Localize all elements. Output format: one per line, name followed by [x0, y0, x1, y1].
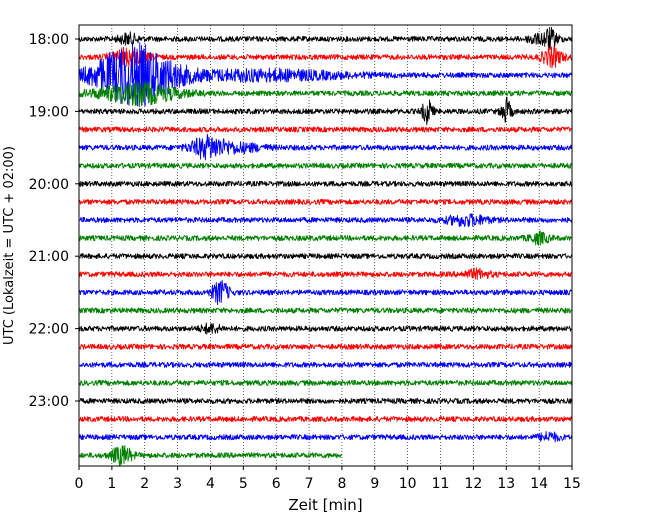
x-tick-label: 9	[370, 476, 379, 492]
x-tick-label: 8	[337, 476, 346, 492]
x-tick-label: 2	[140, 476, 149, 492]
x-tick-label: 11	[432, 476, 450, 492]
seismogram-trace	[78, 397, 573, 405]
seismogram-trace	[78, 180, 573, 187]
seismogram-trace	[78, 379, 573, 386]
seismogram-trace	[78, 162, 573, 169]
seismogram-trace	[78, 96, 573, 126]
y-axis-title: UTC (Lokalzeit = UTC + 02:00)	[2, 146, 17, 345]
x-tick-label: 10	[399, 476, 417, 492]
seismogram-trace	[78, 253, 573, 260]
seismogram-trace	[78, 126, 573, 133]
seismogram-trace	[78, 416, 573, 423]
x-tick-label: 15	[563, 476, 581, 492]
x-tick-label: 1	[107, 476, 116, 492]
seismogram-trace	[78, 213, 573, 228]
x-tick-label: 4	[206, 476, 215, 492]
seismogram-trace	[78, 430, 573, 443]
x-tick-label: 14	[530, 476, 548, 492]
seismogram-trace	[78, 80, 573, 107]
y-tick-label: 21:00	[29, 249, 69, 265]
seismogram-trace	[78, 307, 573, 314]
y-axis-ticks: 18:00 19:00 20:00 21:00 22:00 23:00	[29, 32, 79, 410]
y-tick-label: 18:00	[29, 32, 69, 48]
seismogram-trace	[78, 45, 573, 69]
seismogram-trace	[78, 322, 573, 335]
seismogram-trace	[78, 267, 572, 281]
y-tick-label: 22:00	[29, 322, 69, 338]
x-axis-title: Zeit [min]	[288, 496, 362, 514]
x-tick-label: 7	[305, 476, 314, 492]
x-tick-label: 12	[464, 476, 482, 492]
x-axis-ticks: 0 1 2 3 4 5 6 7 8 9 10 11 12 13 14 15	[75, 466, 581, 492]
seismogram-trace	[78, 445, 343, 467]
x-tick-label: 3	[173, 476, 182, 492]
plot-frame	[78, 24, 573, 467]
x-tick-label: 6	[272, 476, 281, 492]
x-tick-label: 0	[75, 476, 84, 492]
seismogram-trace	[78, 361, 573, 368]
y-tick-label: 20:00	[29, 177, 69, 193]
seismogram-trace	[78, 343, 573, 350]
seismogram-traces	[78, 26, 573, 467]
x-tick-label: 13	[497, 476, 515, 492]
seismogram-trace	[78, 279, 572, 306]
x-tick-label: 5	[239, 476, 248, 492]
y-tick-label: 23:00	[29, 394, 69, 410]
seismogram-trace	[78, 230, 573, 246]
seismogram-trace	[79, 198, 573, 205]
y-tick-label: 19:00	[29, 104, 69, 120]
seismogram-trace	[78, 133, 573, 161]
seismogram-trace	[78, 26, 573, 51]
seismogram-trace	[78, 42, 572, 107]
